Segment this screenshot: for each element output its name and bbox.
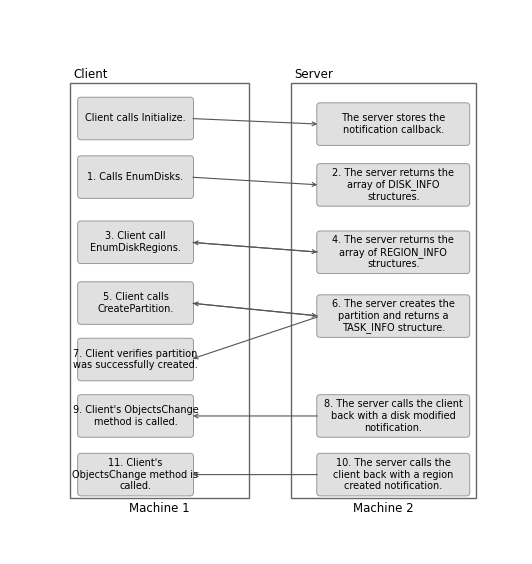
- Text: 3. Client call
EnumDiskRegions.: 3. Client call EnumDiskRegions.: [90, 231, 181, 253]
- FancyBboxPatch shape: [317, 395, 470, 437]
- FancyBboxPatch shape: [78, 453, 194, 496]
- Text: 8. The server calls the client
back with a disk modified
notification.: 8. The server calls the client back with…: [324, 399, 463, 433]
- Text: 6. The server creates the
partition and returns a
TASK_INFO structure.: 6. The server creates the partition and …: [332, 299, 455, 333]
- Bar: [291, 83, 476, 497]
- FancyBboxPatch shape: [317, 453, 470, 496]
- Bar: [70, 83, 249, 497]
- FancyBboxPatch shape: [78, 156, 194, 199]
- Text: 1. Calls EnumDisks.: 1. Calls EnumDisks.: [87, 172, 184, 182]
- Text: Client calls Initialize.: Client calls Initialize.: [85, 113, 186, 124]
- Text: Machine 1: Machine 1: [129, 502, 190, 515]
- FancyBboxPatch shape: [78, 282, 194, 324]
- Text: Server: Server: [295, 68, 334, 81]
- Text: 2. The server returns the
array of DISK_INFO
structures.: 2. The server returns the array of DISK_…: [332, 168, 454, 202]
- FancyBboxPatch shape: [317, 103, 470, 146]
- FancyBboxPatch shape: [78, 338, 194, 381]
- Text: 11. Client's
ObjectsChange method is
called.: 11. Client's ObjectsChange method is cal…: [72, 458, 198, 491]
- FancyBboxPatch shape: [317, 164, 470, 206]
- FancyBboxPatch shape: [78, 395, 194, 437]
- FancyBboxPatch shape: [78, 221, 194, 263]
- Text: 10. The server calls the
client back with a region
created notification.: 10. The server calls the client back wit…: [333, 458, 453, 491]
- Text: The server stores the
notification callback.: The server stores the notification callb…: [341, 113, 445, 135]
- FancyBboxPatch shape: [317, 295, 470, 337]
- Text: 5. Client calls
CreatePartition.: 5. Client calls CreatePartition.: [97, 292, 174, 314]
- Text: 9. Client's ObjectsChange
method is called.: 9. Client's ObjectsChange method is call…: [73, 405, 198, 427]
- FancyBboxPatch shape: [78, 97, 194, 140]
- FancyBboxPatch shape: [317, 231, 470, 274]
- Text: 7. Client verifies partition
was successfully created.: 7. Client verifies partition was success…: [73, 349, 198, 371]
- Text: 4. The server returns the
array of REGION_INFO
structures.: 4. The server returns the array of REGIO…: [332, 235, 454, 269]
- Text: Machine 2: Machine 2: [353, 502, 414, 515]
- Text: Client: Client: [73, 68, 107, 81]
